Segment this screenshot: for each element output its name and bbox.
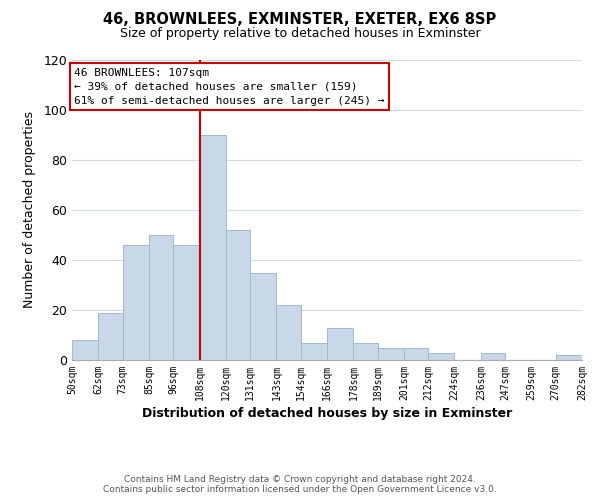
Bar [327,328,353,360]
Bar [122,245,149,360]
Bar [404,348,428,360]
Bar [250,272,277,360]
Bar [428,352,455,360]
Text: 46, BROWNLEES, EXMINSTER, EXETER, EX6 8SP: 46, BROWNLEES, EXMINSTER, EXETER, EX6 8S… [103,12,497,28]
Text: Size of property relative to detached houses in Exminster: Size of property relative to detached ho… [119,28,481,40]
Bar [149,235,173,360]
Bar [226,230,250,360]
Bar [377,348,404,360]
Bar [277,305,301,360]
Bar [556,355,582,360]
Text: Contains public sector information licensed under the Open Government Licence v3: Contains public sector information licen… [103,485,497,494]
Bar [98,312,122,360]
Text: Contains HM Land Registry data © Crown copyright and database right 2024.: Contains HM Land Registry data © Crown c… [124,475,476,484]
Y-axis label: Number of detached properties: Number of detached properties [23,112,37,308]
Bar [301,342,327,360]
Text: 46 BROWNLEES: 107sqm
← 39% of detached houses are smaller (159)
61% of semi-deta: 46 BROWNLEES: 107sqm ← 39% of detached h… [74,68,385,106]
Bar [199,135,226,360]
Bar [72,340,98,360]
Bar [353,342,377,360]
X-axis label: Distribution of detached houses by size in Exminster: Distribution of detached houses by size … [142,407,512,420]
Bar [481,352,505,360]
Bar [173,245,199,360]
